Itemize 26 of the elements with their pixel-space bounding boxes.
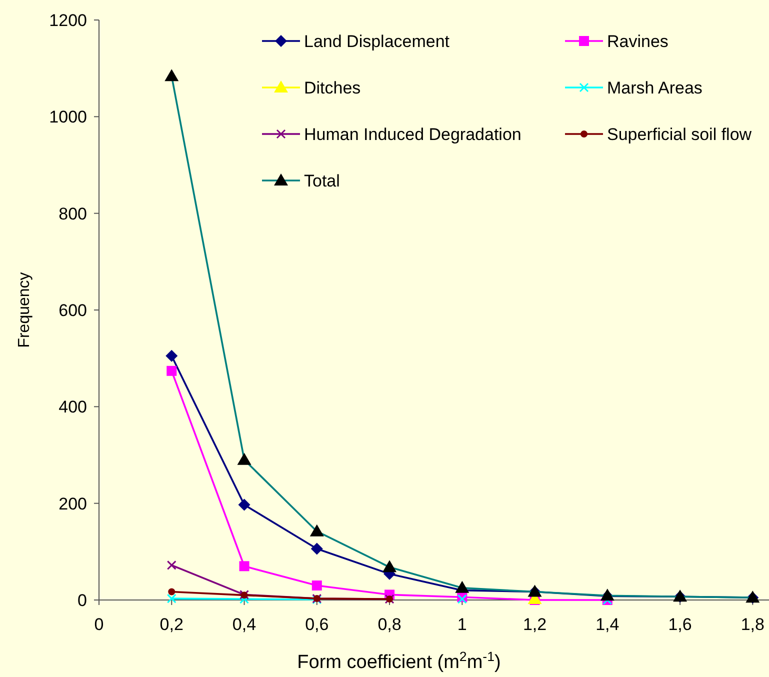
- y-tick-label: 0: [78, 591, 87, 610]
- y-tick-label: 200: [58, 494, 87, 514]
- x-tick-label: 0,8: [378, 615, 402, 634]
- legend-label: Land Displacement: [304, 32, 450, 51]
- x-tick-label: 1,2: [522, 615, 547, 634]
- x-tick-label: 1: [457, 615, 467, 634]
- x-tick-label: 0: [94, 615, 104, 634]
- legend-label: Superficial soil flow: [607, 125, 752, 144]
- legend-label: Total: [304, 172, 340, 190]
- y-tick-label: 1200: [49, 11, 87, 30]
- legend-label: Ditches: [304, 78, 361, 98]
- y-axis-title: Frequency: [16, 272, 33, 348]
- y-tick-label: 600: [58, 301, 87, 320]
- x-tick-label: 1,6: [668, 615, 692, 634]
- legend-label: Marsh Areas: [607, 78, 702, 98]
- x-tick-label: 0,2: [160, 615, 184, 634]
- y-tick-label: 1000: [49, 108, 87, 127]
- y-tick-label: 800: [58, 204, 87, 224]
- x-tick-label: 1,8: [740, 615, 764, 634]
- y-tick-label: 400: [58, 398, 87, 417]
- legend-label: Ravines: [607, 32, 668, 51]
- x-tick-label: 0,6: [305, 615, 329, 634]
- x-tick-label: 1,4: [596, 615, 620, 634]
- x-axis-title: Form coefficient (m$^{2}$m$^{-1}$): [297, 648, 501, 673]
- x-tick-label: 0,4: [232, 615, 256, 634]
- legend-label: Human Induced Degradation: [304, 125, 522, 144]
